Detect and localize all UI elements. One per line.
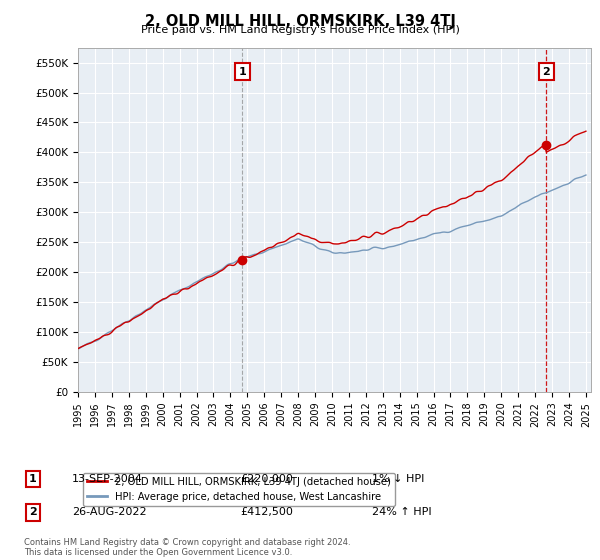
Text: 24% ↑ HPI: 24% ↑ HPI: [372, 507, 431, 517]
Text: 1: 1: [239, 67, 246, 77]
Text: 26-AUG-2022: 26-AUG-2022: [72, 507, 146, 517]
Text: 1: 1: [29, 474, 37, 484]
Text: £220,000: £220,000: [240, 474, 293, 484]
Text: 1% ↓ HPI: 1% ↓ HPI: [372, 474, 424, 484]
Text: £412,500: £412,500: [240, 507, 293, 517]
Text: 2: 2: [29, 507, 37, 517]
Text: Price paid vs. HM Land Registry's House Price Index (HPI): Price paid vs. HM Land Registry's House …: [140, 25, 460, 35]
Text: Contains HM Land Registry data © Crown copyright and database right 2024.
This d: Contains HM Land Registry data © Crown c…: [24, 538, 350, 557]
Text: 2: 2: [542, 67, 550, 77]
Text: 13-SEP-2004: 13-SEP-2004: [72, 474, 143, 484]
Text: 2, OLD MILL HILL, ORMSKIRK, L39 4TJ: 2, OLD MILL HILL, ORMSKIRK, L39 4TJ: [145, 14, 455, 29]
Legend: 2, OLD MILL HILL, ORMSKIRK, L39 4TJ (detached house), HPI: Average price, detach: 2, OLD MILL HILL, ORMSKIRK, L39 4TJ (det…: [83, 473, 395, 506]
